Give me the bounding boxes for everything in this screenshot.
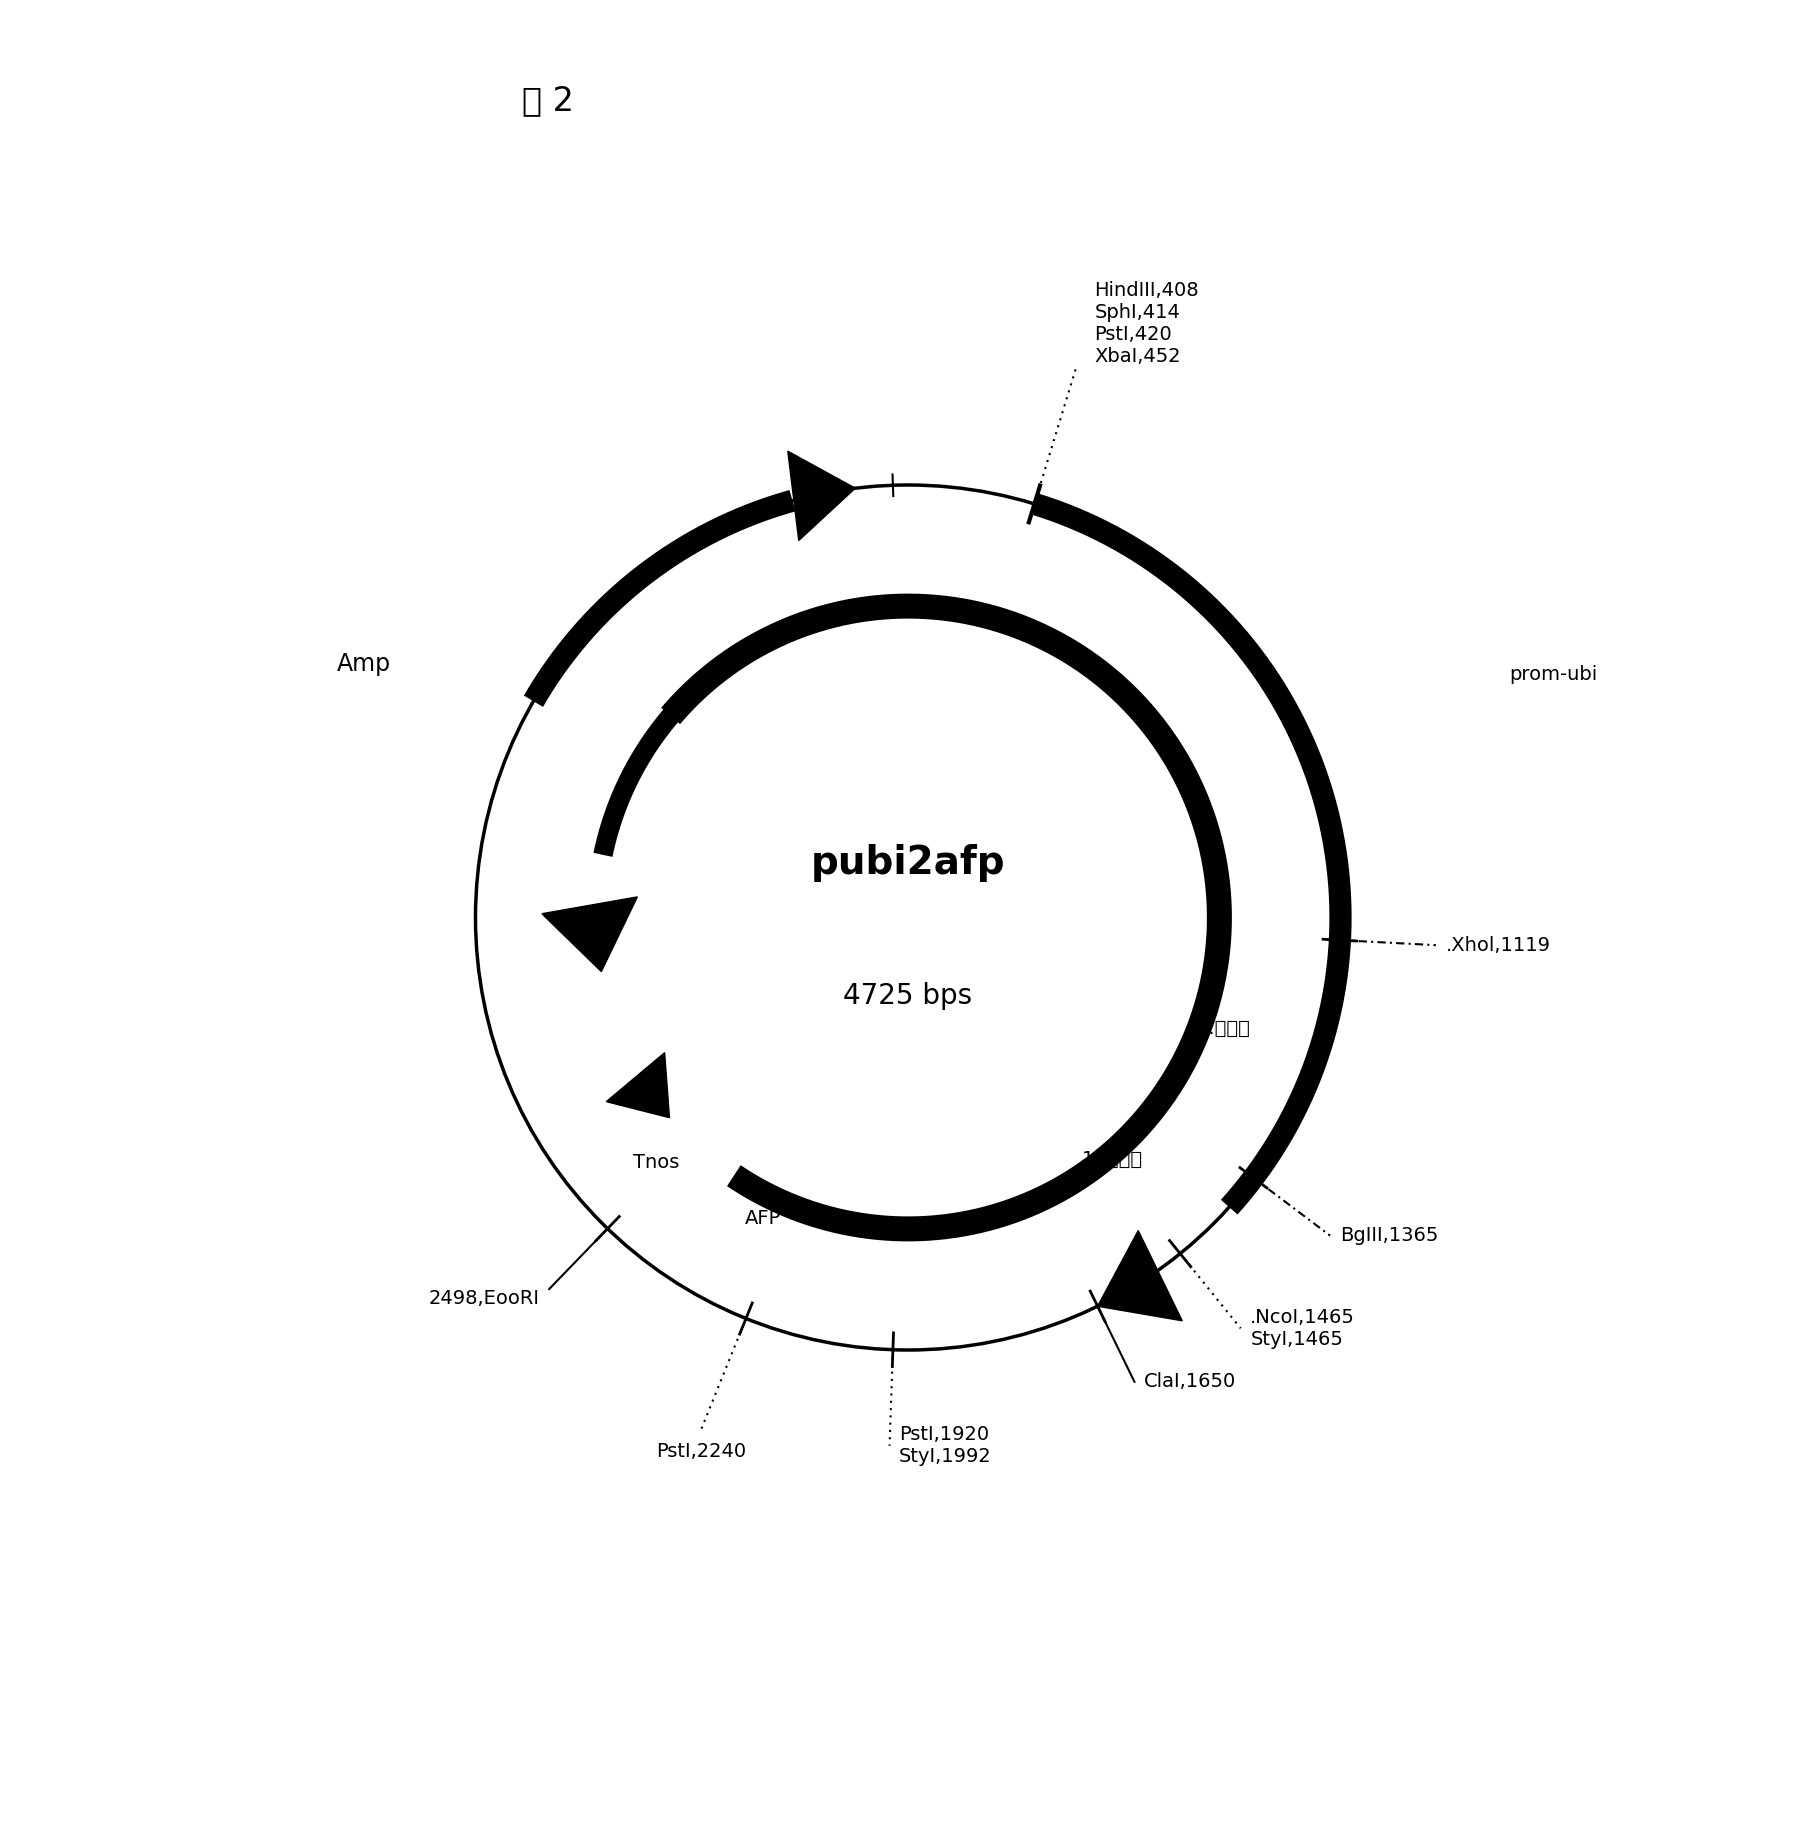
Polygon shape (788, 451, 855, 541)
Polygon shape (541, 897, 637, 971)
Text: 1.外显子: 1.外显子 (1197, 1020, 1251, 1039)
Text: 4725 bps: 4725 bps (843, 982, 973, 1009)
Text: Tnos: Tnos (632, 1152, 679, 1173)
Polygon shape (607, 1053, 670, 1118)
Text: prom-ubi: prom-ubi (1509, 664, 1598, 684)
Text: ClaI,1650: ClaI,1650 (1144, 1373, 1237, 1391)
Text: .Xhol,1119: .Xhol,1119 (1446, 936, 1551, 954)
Text: AFP: AFP (745, 1209, 781, 1228)
Text: PstI,2240: PstI,2240 (656, 1442, 746, 1461)
Text: pubi2afp: pubi2afp (810, 844, 1006, 883)
Text: 1. 内含子: 1. 内含子 (1082, 1151, 1142, 1169)
Text: PstI,1920
StyI,1992: PstI,1920 StyI,1992 (899, 1426, 992, 1466)
Text: Amp: Amp (336, 651, 390, 675)
Text: 图 2: 图 2 (521, 84, 574, 117)
Text: 2498,EooRI: 2498,EooRI (429, 1290, 539, 1308)
Text: HindIII,408
SphI,414
PstI,420
XbaI,452: HindIII,408 SphI,414 PstI,420 XbaI,452 (1095, 281, 1199, 365)
Text: BgIII,1365: BgIII,1365 (1340, 1226, 1438, 1246)
Polygon shape (1097, 1231, 1182, 1321)
Text: .NcoI,1465
StyI,1465: .NcoI,1465 StyI,1465 (1249, 1308, 1355, 1349)
